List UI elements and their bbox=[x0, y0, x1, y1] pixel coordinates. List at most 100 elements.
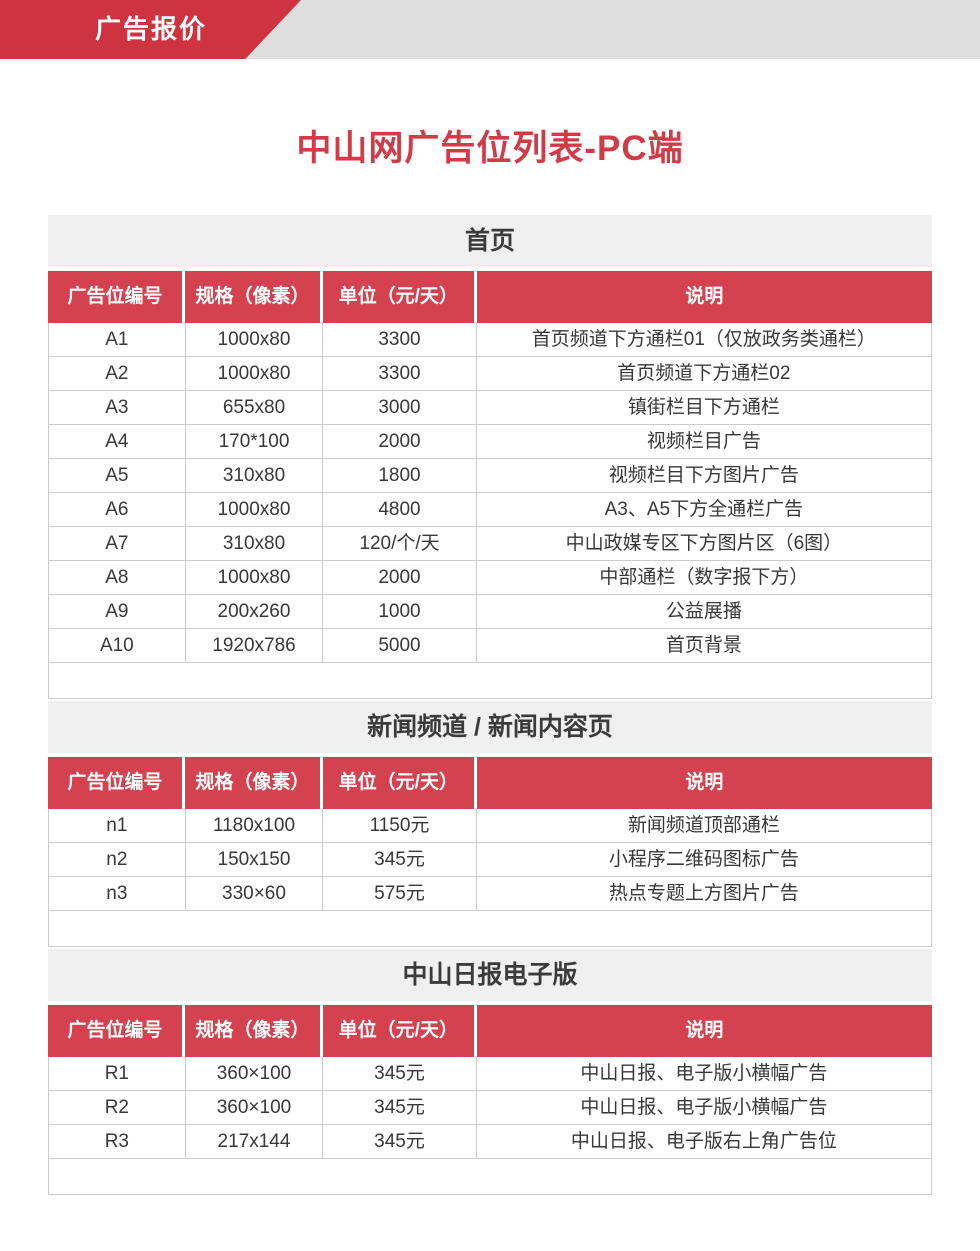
cell-price: 3300 bbox=[323, 323, 477, 356]
cell-description: A3、A5下方全通栏广告 bbox=[604, 499, 804, 520]
cell-ad-code: A9 bbox=[49, 595, 186, 628]
empty-row bbox=[49, 911, 931, 946]
cell-ad-code: A2 bbox=[49, 357, 186, 390]
cell-price: 2000 bbox=[323, 561, 477, 594]
cell-price: 120/个/天 bbox=[323, 527, 477, 560]
column-header: 说明 bbox=[685, 286, 724, 307]
table-row: A7 310x80 120/个/天 中山政媒专区下方图片区（6图） bbox=[49, 527, 931, 561]
price-section: 新闻频道 / 新闻内容页 广告位编号 规格（像素） 单位（元/天） 说明 n1 1180x1… bbox=[48, 701, 932, 947]
cell-price: 4800 bbox=[323, 493, 477, 526]
table-body: n1 1180x100 1150元 新闻频道顶部通栏 n2 150x150 345元 小程序二… bbox=[48, 809, 932, 947]
cell-ad-code: R1 bbox=[49, 1057, 186, 1090]
cell-size: 1000x80 bbox=[186, 493, 324, 526]
cell-price: 2000 bbox=[323, 425, 477, 458]
empty-row bbox=[49, 1159, 931, 1194]
table-row: R3 217x144 345元 中山日报、电子版右上角广告位 bbox=[49, 1125, 931, 1159]
cell-ad-code: R3 bbox=[49, 1125, 186, 1158]
top-banner: 广告报价 bbox=[0, 0, 980, 59]
table-body: R1 360×100 345元 中山日报、电子版小横幅广告 R2 360×100 345元中… bbox=[48, 1057, 932, 1195]
column-header: 广告位编号 bbox=[48, 271, 186, 323]
price-section: 首页 广告位编号 规格（像素） 单位（元/天） 说明 A1 1000x80 3300 首页频道下… bbox=[48, 215, 932, 699]
table-row: A2 1000x80 3300 首页频道下方通栏02 bbox=[49, 357, 931, 391]
cell-description: 首页背景 bbox=[665, 635, 742, 656]
cell-description: 中山政媒专区下方图片区（6图） bbox=[565, 533, 843, 554]
column-header: 说明 bbox=[685, 772, 724, 793]
cell-ad-code: A6 bbox=[49, 493, 186, 526]
cell-price: 345元 bbox=[323, 1091, 477, 1124]
cell-description: 首页频道下方通栏02 bbox=[617, 363, 791, 384]
cell-ad-code: n3 bbox=[49, 877, 186, 910]
section-title: 中山日报电子版 bbox=[48, 949, 932, 1001]
price-table: 广告位编号 规格（像素） 单位（元/天） 说明 R1 360×100 345元 中山日报、电子… bbox=[48, 1005, 932, 1195]
cell-size: 1000x80 bbox=[186, 561, 324, 594]
table-row: A3 655x80 3000 镇街栏目下方通栏 bbox=[49, 391, 931, 425]
column-header: 单位（元/天） bbox=[323, 271, 477, 323]
cell-price: 5000 bbox=[323, 629, 477, 662]
cell-size: 200x260 bbox=[186, 595, 324, 628]
column-header: 说明 bbox=[685, 1020, 724, 1041]
cell-description: 公益展播 bbox=[665, 601, 742, 622]
column-header: 广告位编号 bbox=[48, 757, 186, 809]
cell-description: 视频栏目下方图片广告 bbox=[608, 465, 799, 486]
column-header: 规格（像素） bbox=[185, 757, 323, 809]
cell-price: 345元 bbox=[323, 1125, 477, 1158]
cell-description: 新闻频道顶部通栏 bbox=[627, 815, 780, 836]
cell-size: 217x144 bbox=[186, 1125, 324, 1158]
column-header: 单位（元/天） bbox=[323, 1005, 477, 1057]
cell-size: 655x80 bbox=[186, 391, 324, 424]
cell-price: 1000 bbox=[323, 595, 477, 628]
section-title: 新闻频道 / 新闻内容页 bbox=[48, 701, 932, 753]
table-header-row: 广告位编号 规格（像素） 单位（元/天） 说明 bbox=[48, 1005, 932, 1057]
cell-size: 310x80 bbox=[186, 459, 324, 492]
price-table: 广告位编号 规格（像素） 单位（元/天） 说明 n1 1180x100 1150元 新闻频道顶… bbox=[48, 757, 932, 947]
cell-price: 345元 bbox=[323, 1057, 477, 1090]
column-header: 单位（元/天） bbox=[323, 757, 477, 809]
cell-size: 1000x80 bbox=[186, 357, 324, 390]
table-row: A9 200x260 1000 公益展播 bbox=[49, 595, 931, 629]
cell-ad-code: A7 bbox=[49, 527, 186, 560]
table-row: A6 1000x80 4800 A3、A5下方全通栏广告 bbox=[49, 493, 931, 527]
column-header: 规格（像素） bbox=[185, 271, 323, 323]
banner-label: 广告报价 bbox=[95, 14, 208, 44]
cell-size: 1000x80 bbox=[186, 323, 324, 356]
table-row: A1 1000x80 3300 首页频道下方通栏01（仅放政务类通栏） bbox=[49, 323, 931, 357]
table-row: A8 1000x80 2000 中部通栏（数字报下方） bbox=[49, 561, 931, 595]
cell-ad-code: n2 bbox=[49, 843, 186, 876]
cell-price: 345元 bbox=[323, 843, 477, 876]
table-row: R2 360×100 345元 中山日报、电子版小横幅广告 bbox=[49, 1091, 931, 1125]
cell-size: 330×60 bbox=[186, 877, 324, 910]
cell-description: 首页频道下方通栏01（仅放政务类通栏） bbox=[531, 329, 876, 350]
column-header: 规格（像素） bbox=[185, 1005, 323, 1057]
cell-price: 575元 bbox=[323, 877, 477, 910]
cell-description: 中山日报、电子版右上角广告位 bbox=[570, 1131, 837, 1152]
page-title: 中山网广告位列表-PC端 bbox=[296, 129, 684, 168]
cell-ad-code: A3 bbox=[49, 391, 186, 424]
price-section: 中山日报电子版 广告位编号 规格（像素） 单位（元/天） 说明 R1 360×100 345元… bbox=[48, 949, 932, 1195]
cell-size: 170*100 bbox=[186, 425, 324, 458]
table-row: A5 310x80 1800 视频栏目下方图片广告 bbox=[49, 459, 931, 493]
cell-size: 150x150 bbox=[186, 843, 324, 876]
column-header: 广告位编号 bbox=[48, 1005, 186, 1057]
cell-ad-code: A10 bbox=[49, 629, 186, 662]
cell-size: 310x80 bbox=[186, 527, 324, 560]
cell-description: 小程序二维码图标广告 bbox=[608, 849, 799, 870]
price-table: 广告位编号 规格（像素） 单位（元/天） 说明 A1 1000x80 3300 首页频道下方通… bbox=[48, 271, 932, 699]
section-title: 首页 bbox=[48, 215, 932, 267]
cell-description: 镇街栏目下方通栏 bbox=[627, 397, 780, 418]
cell-ad-code: R2 bbox=[49, 1091, 186, 1124]
cell-size: 1920x786 bbox=[186, 629, 324, 662]
price-tables: 首页 广告位编号 规格（像素） 单位（元/天） 说明 A1 1000x80 3300 首页频道下… bbox=[48, 215, 932, 1195]
cell-description: 中部通栏（数字报下方） bbox=[599, 567, 809, 588]
empty-row bbox=[49, 663, 931, 698]
table-row: n1 1180x100 1150元 新闻频道顶部通栏 bbox=[49, 809, 931, 843]
cell-ad-code: A4 bbox=[49, 425, 186, 458]
cell-ad-code: A1 bbox=[49, 323, 186, 356]
table-row: R1 360×100 345元 中山日报、电子版小横幅广告 bbox=[49, 1057, 931, 1091]
cell-description: 中山日报、电子版小横幅广告 bbox=[580, 1063, 828, 1084]
cell-ad-code: n1 bbox=[49, 809, 186, 842]
cell-size: 360×100 bbox=[186, 1091, 324, 1124]
table-row: A10 1920x786 5000 首页背景 bbox=[49, 629, 931, 663]
cell-size: 360×100 bbox=[186, 1057, 324, 1090]
cell-ad-code: A8 bbox=[49, 561, 186, 594]
cell-ad-code: A5 bbox=[49, 459, 186, 492]
